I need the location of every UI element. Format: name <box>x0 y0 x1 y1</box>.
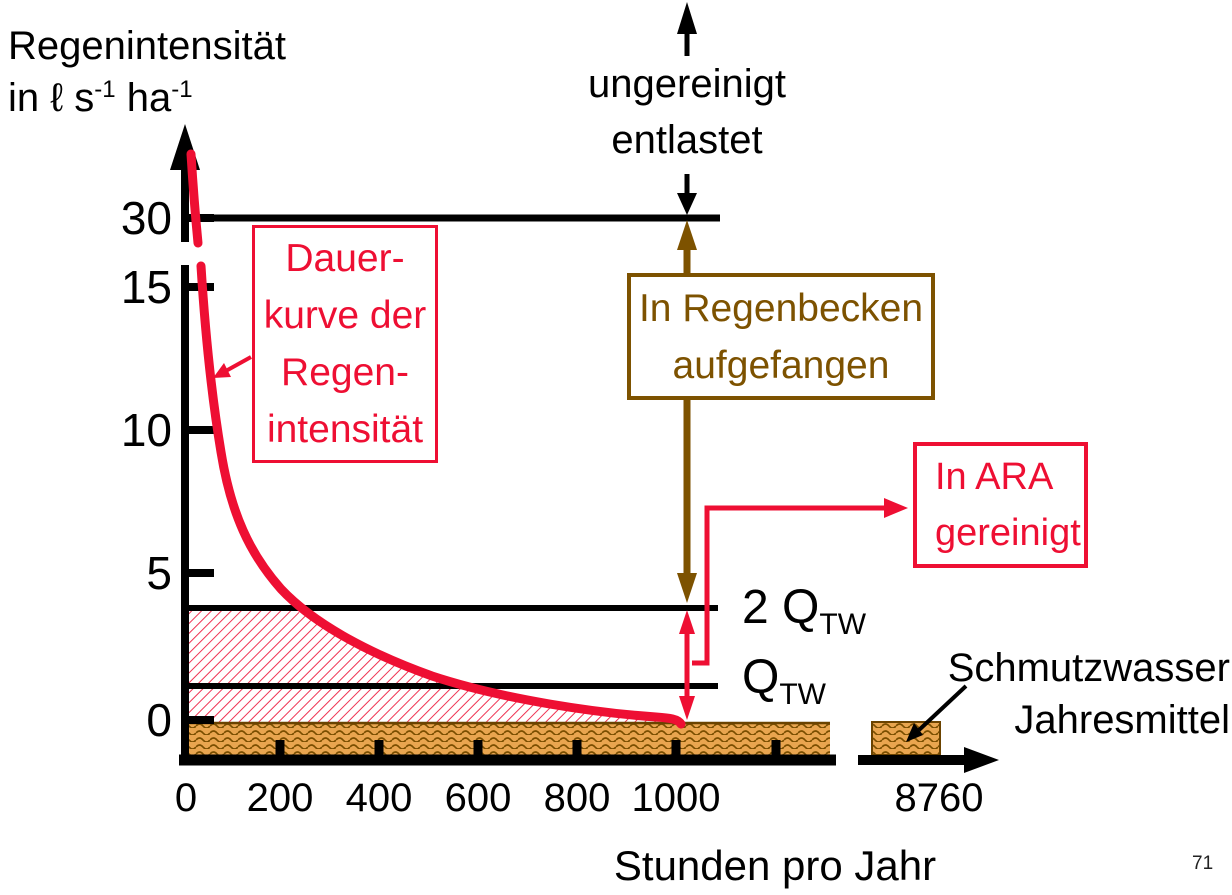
schmutzwasser-band-after-break <box>871 721 941 756</box>
dauerkurve-line2: kurve der <box>263 294 427 337</box>
y-tick-label-30: 30 <box>120 192 172 244</box>
red-up-arrowhead-icon <box>679 610 695 634</box>
y-axis-unit-sup1: -1 <box>94 76 116 103</box>
label-2qtw-sub: TW <box>819 608 867 641</box>
duration-curve-main <box>196 261 686 729</box>
ara-line1: In ARA <box>935 456 1054 498</box>
dauerkurve-line3: Regen- <box>281 351 409 394</box>
ara-label-box: In ARA gereinigt <box>913 442 1088 568</box>
ara-connector <box>692 498 908 666</box>
dauerkurve-label-box: Dauer- kurve der Regen- intensität <box>252 225 438 463</box>
ungereinigt-label-line1: ungereinigt <box>588 62 786 106</box>
schmutzwasser-band-main <box>189 722 830 755</box>
regenbecken-label-box: In Regenbecken aufgefangen <box>627 273 935 400</box>
x-tick-label-800: 800 <box>543 776 611 820</box>
x-tick-label-0: 0 <box>174 776 198 820</box>
dauerkurve-pointer-line <box>223 355 252 374</box>
x-tick-label-400: 400 <box>345 776 413 820</box>
axes <box>170 124 999 773</box>
dauerkurve-line4: intensität <box>266 408 424 451</box>
x-tick-label-600: 600 <box>444 776 512 820</box>
regenbecken-line2: aufgefangen <box>672 343 890 387</box>
y-axis-unit-sup2: -1 <box>171 76 193 103</box>
label-qtw-sub: TW <box>779 678 826 711</box>
ara-connector-line <box>692 505 888 666</box>
down-arrowhead-icon <box>677 193 697 215</box>
schmutzwasser-band <box>189 721 941 756</box>
dauerkurve-line1: Dauer- <box>285 237 405 280</box>
up-arrowhead-icon <box>677 2 697 34</box>
label-qtw-main: Q <box>742 651 780 704</box>
x-tick-label-8760: 8760 <box>894 776 984 820</box>
label-2qtw: 2 QTW <box>742 581 867 642</box>
y-tick-label-0: 0 <box>146 694 172 746</box>
ara-connector-arrowhead-icon <box>884 498 908 518</box>
x-tick-label-1000: 1000 <box>631 776 721 820</box>
label-qtw: QTW <box>742 651 826 712</box>
schmutzwasser-label: Schmutzwasser <box>947 646 1230 690</box>
page-number: 71 <box>1192 853 1214 874</box>
ungereinigt-arrows <box>677 2 697 215</box>
ungereinigt-label-line2: entlastet <box>611 118 763 162</box>
brown-down-arrowhead-icon <box>677 573 697 603</box>
y-tick-label-5: 5 <box>146 547 172 599</box>
y-axis-unit-part1: in ℓ s <box>8 76 95 120</box>
ara-hatched-area <box>189 608 681 722</box>
brown-up-arrowhead-icon <box>677 220 697 250</box>
red-down-arrowhead-icon <box>679 696 695 720</box>
duration-curve-upper <box>186 149 203 248</box>
y-tick-label-10: 10 <box>120 404 172 456</box>
x-axis-title: Stunden pro Jahr <box>613 842 937 889</box>
y-axis-unit-part2: ha <box>115 76 172 120</box>
ara-range-arrow <box>679 610 695 720</box>
x-axis-arrowhead-icon <box>964 747 999 773</box>
dauerkurve-pointer <box>213 355 252 378</box>
ara-line2: gereinigt <box>935 512 1081 554</box>
label-2qtw-main: 2 Q <box>742 581 820 634</box>
regenbecken-line1: In Regenbecken <box>638 286 924 330</box>
y-axis-title-line1: Regenintensität <box>8 24 286 68</box>
y-tick-label-15: 15 <box>120 261 172 313</box>
jahresmittel-label: Jahresmittel <box>1014 698 1230 742</box>
schmutzwasser-pointer-line <box>917 684 968 732</box>
x-tick-label-200: 200 <box>246 776 314 820</box>
schmutzwasser-pointer-arrowhead-icon <box>906 723 923 742</box>
y-axis-title-line2: in ℓ s-1 ha-1 <box>8 76 193 121</box>
dauerkurve-pointer-arrowhead-icon <box>213 363 231 378</box>
schmutzwasser-pointer <box>906 684 968 742</box>
